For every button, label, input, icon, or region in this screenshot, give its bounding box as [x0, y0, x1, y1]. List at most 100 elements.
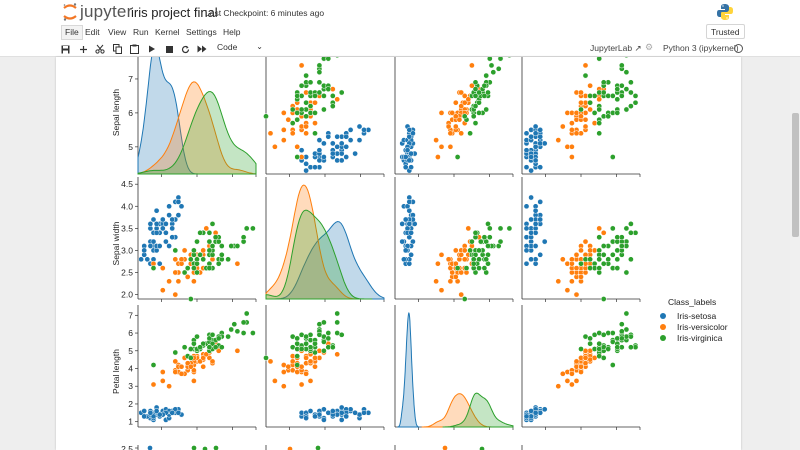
kde-curve-iris-setosa [266, 220, 385, 300]
save-icon[interactable] [59, 43, 71, 55]
legend-marker [660, 313, 666, 319]
scatter-point [312, 340, 318, 347]
scatter-point [187, 256, 194, 263]
scatter-point [461, 113, 468, 120]
scatter-point [578, 89, 584, 96]
scatter-point [206, 265, 213, 271]
fast-forward-icon[interactable] [196, 43, 208, 55]
scatter-point [215, 335, 222, 342]
cut-icon[interactable] [94, 43, 106, 55]
scatter-point [596, 346, 603, 352]
restart-icon[interactable] [179, 43, 191, 55]
menu-run[interactable]: Run [133, 27, 149, 37]
scatter-point [497, 238, 504, 245]
kernel-name[interactable]: Python 3 (ipykernel) [663, 43, 739, 53]
scatter-point [408, 150, 414, 157]
scatter-point [624, 57, 629, 59]
scatter-point [303, 72, 309, 79]
scatter-point [623, 69, 630, 76]
scatter-point [263, 113, 269, 120]
menu-settings[interactable]: Settings [186, 27, 217, 37]
scatter-point [200, 247, 207, 254]
scatter-point [200, 363, 207, 370]
scatter-point [587, 256, 593, 263]
scatter-point [573, 291, 580, 298]
cell-type-select[interactable]: Code ⌄ [217, 42, 265, 55]
gear-icon[interactable]: ⚙ [645, 42, 654, 52]
scatter-point [605, 346, 612, 352]
scatter-point [470, 260, 477, 267]
scatter-point [481, 93, 488, 99]
scatter-point [600, 243, 607, 249]
scatter-point [596, 96, 603, 103]
scatter-point [338, 140, 345, 147]
scatter-point [402, 154, 409, 160]
notebook-title[interactable]: iris project final [131, 5, 218, 20]
scatter-point [465, 96, 472, 103]
scrollbar-track[interactable] [790, 57, 800, 450]
scatter-point [175, 199, 182, 205]
scatter-point [329, 408, 336, 414]
scatter-point [312, 363, 318, 370]
run-icon[interactable] [146, 43, 158, 55]
scatter-point [523, 225, 530, 232]
scatter-point [458, 103, 465, 109]
scatter-point [406, 221, 413, 227]
y-tick-label: 4.5 [121, 179, 133, 189]
scatter-point [532, 409, 539, 416]
jupyter-logo[interactable]: jupyter [62, 2, 132, 22]
copy-icon[interactable] [111, 43, 123, 55]
scatter-point [218, 243, 225, 249]
scatter-point [272, 378, 278, 384]
checkpoint-status: Last Checkpoint: 6 minutes ago [205, 8, 325, 18]
kde-curve-iris-virginica [265, 209, 373, 300]
menu-edit[interactable]: Edit [85, 27, 100, 37]
scatter-point [614, 344, 621, 351]
trusted-indicator[interactable]: Trusted [706, 24, 745, 39]
scrollbar-thumb[interactable] [792, 113, 799, 237]
paste-icon[interactable] [128, 43, 140, 55]
scatter-point [483, 256, 490, 263]
scatter-point [472, 79, 479, 86]
scatter-point [169, 225, 176, 232]
menu-kernel[interactable]: Kernel [155, 27, 180, 37]
scatter-point [209, 243, 216, 249]
scatter-point [490, 69, 497, 76]
scatter-point [343, 413, 350, 420]
scatter-point [609, 93, 616, 99]
scatter-point [618, 82, 625, 89]
scatter-point [334, 133, 341, 140]
scatter-point [472, 120, 479, 126]
scatter-point [435, 154, 441, 160]
scatter-point [537, 216, 544, 223]
scatter-point [321, 93, 327, 99]
jupyterlab-link[interactable]: JupyterLab ↗ [590, 43, 642, 54]
scatter-point [532, 243, 539, 249]
scatter-point [197, 229, 203, 236]
menu-file[interactable]: File [61, 25, 83, 40]
scatter-point [587, 93, 593, 99]
add-icon[interactable] [77, 43, 89, 55]
scatter-point [294, 93, 301, 99]
scatter-point [523, 130, 530, 137]
scatter-point [307, 103, 314, 109]
scatter-point [194, 238, 200, 245]
scatter-point [147, 445, 153, 450]
legend-title: Class_labels [668, 297, 716, 307]
scatter-point [438, 110, 445, 116]
cell-type-value: Code [217, 42, 238, 52]
scatter-point [628, 256, 634, 263]
scatter-point [614, 234, 621, 241]
menu-help[interactable]: Help [223, 27, 241, 37]
scatter-point [618, 93, 625, 99]
stop-icon[interactable] [163, 43, 175, 55]
notebook-toolbar: Code ⌄ JupyterLab ↗ ⚙ Python 3 (ipykerne… [0, 41, 800, 57]
scatter-point [321, 154, 327, 160]
scatter-point [294, 340, 301, 347]
scatter-point [458, 130, 465, 137]
scatter-point [406, 199, 413, 205]
menu-view[interactable]: View [108, 27, 127, 37]
scatter-point [578, 247, 584, 254]
scatter-point [628, 89, 634, 96]
scatter-point [172, 358, 179, 365]
